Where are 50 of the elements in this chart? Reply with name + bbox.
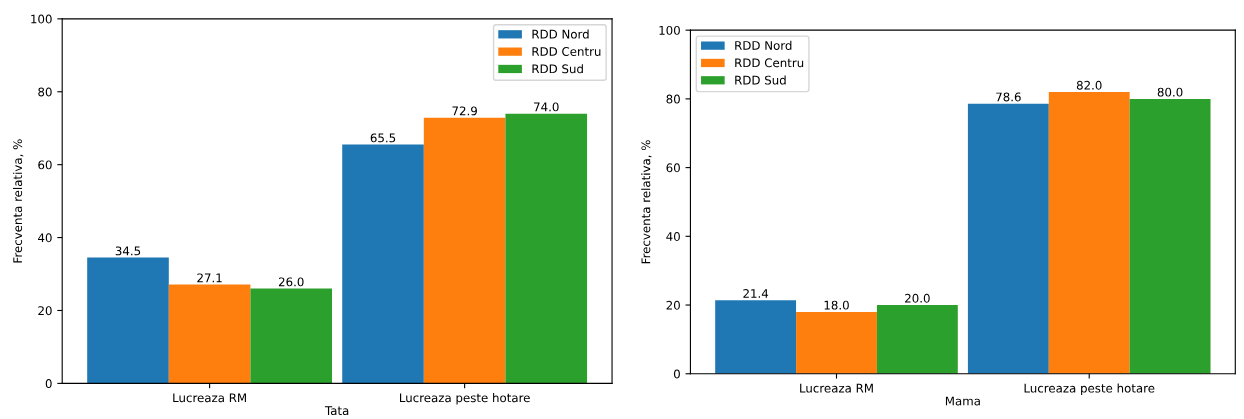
y-tick-label: 100 <box>659 25 680 35</box>
legend-label: RDD Nord <box>532 29 589 39</box>
bar <box>168 284 251 384</box>
legend-label: RDD Nord <box>735 40 792 50</box>
y-tick-label: 40 <box>38 233 52 243</box>
bar <box>87 257 169 384</box>
y-axis-title: Frecventa relativa, % <box>641 140 652 264</box>
legend-label: RDD Sud <box>532 64 583 74</box>
legend-label: RDD Centru <box>532 47 601 56</box>
bar <box>250 288 333 384</box>
legend-label: RDD Centru <box>735 58 804 68</box>
bar <box>1129 98 1211 374</box>
y-tick-label: 20 <box>666 300 680 310</box>
bar <box>715 300 797 374</box>
data-label: 80.0 <box>1157 87 1183 97</box>
data-label: 74.0 <box>534 102 559 112</box>
y-tick-label: 40 <box>666 232 680 241</box>
data-label: 72.9 <box>452 106 477 116</box>
x-tick-label: Lucreaza peste hotare <box>400 393 530 405</box>
data-label: 82.0 <box>1076 80 1102 90</box>
y-tick-label: 20 <box>38 306 52 316</box>
y-tick-label: 60 <box>38 160 52 170</box>
x-tick-label: Lucreaza RM <box>800 383 873 393</box>
bar <box>1048 92 1130 374</box>
data-label: 27.1 <box>197 273 222 283</box>
x-axis-title: Mama <box>945 396 980 406</box>
x-axis-title: Tata <box>324 406 349 416</box>
y-tick-label: 0 <box>673 369 680 379</box>
data-label: 26.0 <box>278 277 304 287</box>
y-axis-title: Frecventa relativa, % <box>12 139 24 263</box>
bar <box>342 144 424 384</box>
y-tick-label: 80 <box>666 94 680 104</box>
x-tick-label: Lucreaza peste hotare <box>1024 383 1155 395</box>
bar <box>876 305 958 374</box>
y-tick-label: 60 <box>666 163 680 173</box>
x-tick-label: Lucreaza RM <box>173 393 246 403</box>
bar <box>967 103 1049 374</box>
y-tick-label: 100 <box>31 14 52 24</box>
y-tick-label: 80 <box>38 87 52 97</box>
data-label: 18.0 <box>824 300 849 310</box>
data-label: 65.5 <box>370 133 396 143</box>
bar <box>423 117 506 384</box>
bar <box>796 311 877 374</box>
y-tick-label: 0 <box>45 379 52 389</box>
legend-label: RDD Sud <box>735 75 786 85</box>
data-label: 34.5 <box>115 246 141 256</box>
data-label: 78.6 <box>996 92 1021 102</box>
data-label: 21.4 <box>743 289 769 298</box>
bar <box>505 113 588 384</box>
data-label: 20.0 <box>905 293 930 303</box>
